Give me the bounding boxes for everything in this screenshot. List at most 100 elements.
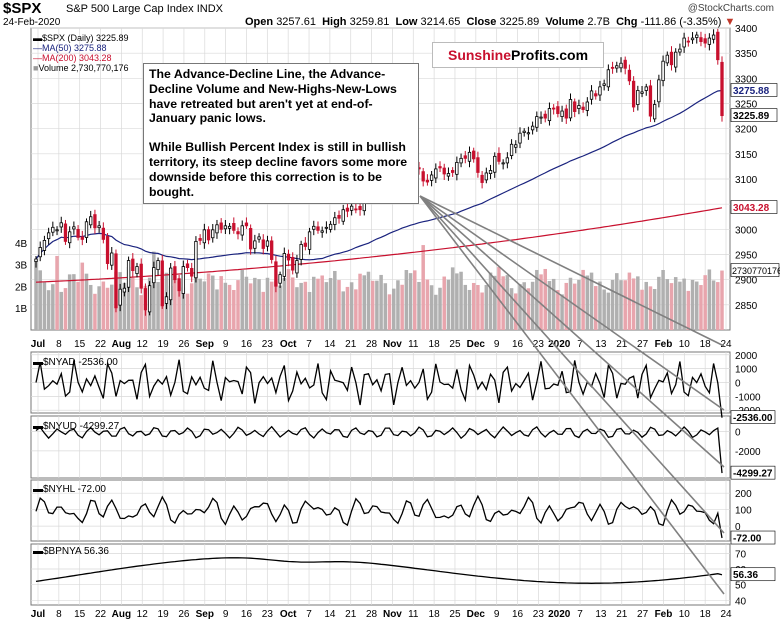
candle-body [324, 226, 329, 229]
candle-body [716, 31, 720, 61]
logo-part1: Sunshine [447, 47, 511, 63]
ticker-symbol: $SPX [3, 0, 42, 17]
high-label: High [322, 16, 347, 28]
candle-body [501, 162, 505, 165]
candle-body [711, 34, 716, 40]
x-tick-label-bottom: 7 [577, 609, 583, 620]
volume-bar [657, 276, 661, 330]
candle-body [89, 216, 93, 226]
volume-bar [232, 289, 236, 330]
candle-body [34, 258, 38, 262]
candle-body [333, 217, 337, 225]
volume-bar [564, 282, 569, 330]
candle-body [295, 260, 299, 274]
x-tick-label-top: 8 [56, 339, 62, 350]
volume-bar [362, 275, 367, 330]
candle-body [476, 157, 480, 173]
nyud-label: ▬$NYUD -4299.27 [33, 421, 120, 432]
x-tick-label-bottom: 8 [56, 609, 62, 620]
candle-body [522, 130, 526, 133]
volume-bar [526, 288, 531, 330]
volume-bar [514, 293, 518, 330]
volume-bar [471, 282, 476, 330]
volume-bar [400, 284, 404, 330]
candle-body [147, 285, 152, 313]
volume-bar [678, 281, 682, 330]
volume-bar [303, 281, 308, 330]
x-tick-label-top: 16 [512, 339, 524, 350]
stockcharts-watermark: @StockCharts.com [687, 3, 774, 14]
candle-body [552, 107, 556, 110]
volume-bar [690, 279, 695, 330]
candle-body [653, 104, 657, 120]
volume-bar [648, 286, 653, 330]
candle-body [63, 223, 68, 242]
volume-bar [560, 294, 564, 330]
volume-bar [669, 283, 674, 330]
annotation-pointer-line [419, 195, 725, 534]
bp-last-tag-bg [730, 567, 776, 582]
nyad-axis-label: -1000 [735, 392, 761, 403]
candle-body [573, 101, 577, 112]
chg-label: Chg [616, 16, 638, 28]
x-tick-label-top: 9 [223, 339, 229, 350]
candle-body [51, 226, 55, 233]
volume-bar [265, 277, 270, 330]
candle-body [139, 263, 143, 289]
volume-bar [345, 286, 350, 330]
bp-axis-label: 40 [735, 596, 747, 607]
volume-bar [661, 270, 665, 330]
volume-bar [274, 280, 278, 330]
legend-ma50-swatch-icon: — [33, 43, 42, 53]
volume-bar [505, 275, 510, 330]
volume-bar [404, 270, 409, 330]
volume-bar [610, 279, 615, 330]
candle-body [38, 247, 42, 258]
price-axis-label: 3400 [735, 24, 758, 35]
volume-bar [652, 288, 657, 330]
candle-body [690, 37, 695, 41]
volume-bar [640, 289, 644, 330]
volume-bar [644, 281, 649, 330]
price-axis-label: 3350 [735, 49, 758, 60]
volume-bar [665, 279, 670, 330]
volume-bar [366, 271, 371, 330]
candle-body [46, 232, 51, 240]
volume-bar [694, 281, 699, 330]
volume-bar [387, 294, 392, 330]
x-tick-label-bottom: 7 [306, 609, 312, 620]
candle-body [211, 229, 215, 239]
volume-bar [189, 283, 194, 330]
x-tick-label-top: 21 [345, 339, 357, 350]
volume-bar [194, 273, 198, 330]
price-axis-label: 3250 [735, 100, 758, 111]
candle-body [530, 125, 535, 131]
candle-body [547, 108, 552, 122]
candle-body [307, 231, 312, 250]
candle-body [472, 150, 476, 160]
nyhl-last-tag-bg [730, 530, 776, 545]
bp-axis-label: 50 [735, 581, 747, 592]
volume-bar [240, 269, 244, 330]
volume-bar [619, 280, 623, 330]
candle-body [488, 170, 493, 175]
candle-body [497, 152, 501, 162]
nyhl-axis-label: 200 [735, 489, 752, 500]
index-name: S&P 500 Large Cap Index INDX [66, 3, 223, 15]
x-tick-label-top: 12 [137, 339, 149, 350]
price-axis-label: 3200 [735, 125, 758, 136]
volume-bar [337, 280, 341, 330]
annotation-para-2: While Bullish Percent Index is still in … [149, 140, 408, 199]
candle-body [657, 79, 661, 103]
legend-volume: ■Volume 2,730,770,176 [33, 63, 129, 73]
price-axis-label: 3000 [735, 225, 758, 236]
volume-bar [539, 274, 543, 330]
candle-body [299, 244, 303, 260]
candle-body [68, 231, 72, 244]
nyud-last-tag-bg [730, 465, 776, 480]
legend-ma50-text: MA(50) 3275.88 [42, 43, 107, 53]
x-tick-label-bottom: 19 [158, 609, 170, 620]
x-tick-label-top: Dec [467, 339, 486, 350]
volume-bar [93, 293, 97, 330]
x-tick-label-bottom: Oct [280, 609, 297, 620]
